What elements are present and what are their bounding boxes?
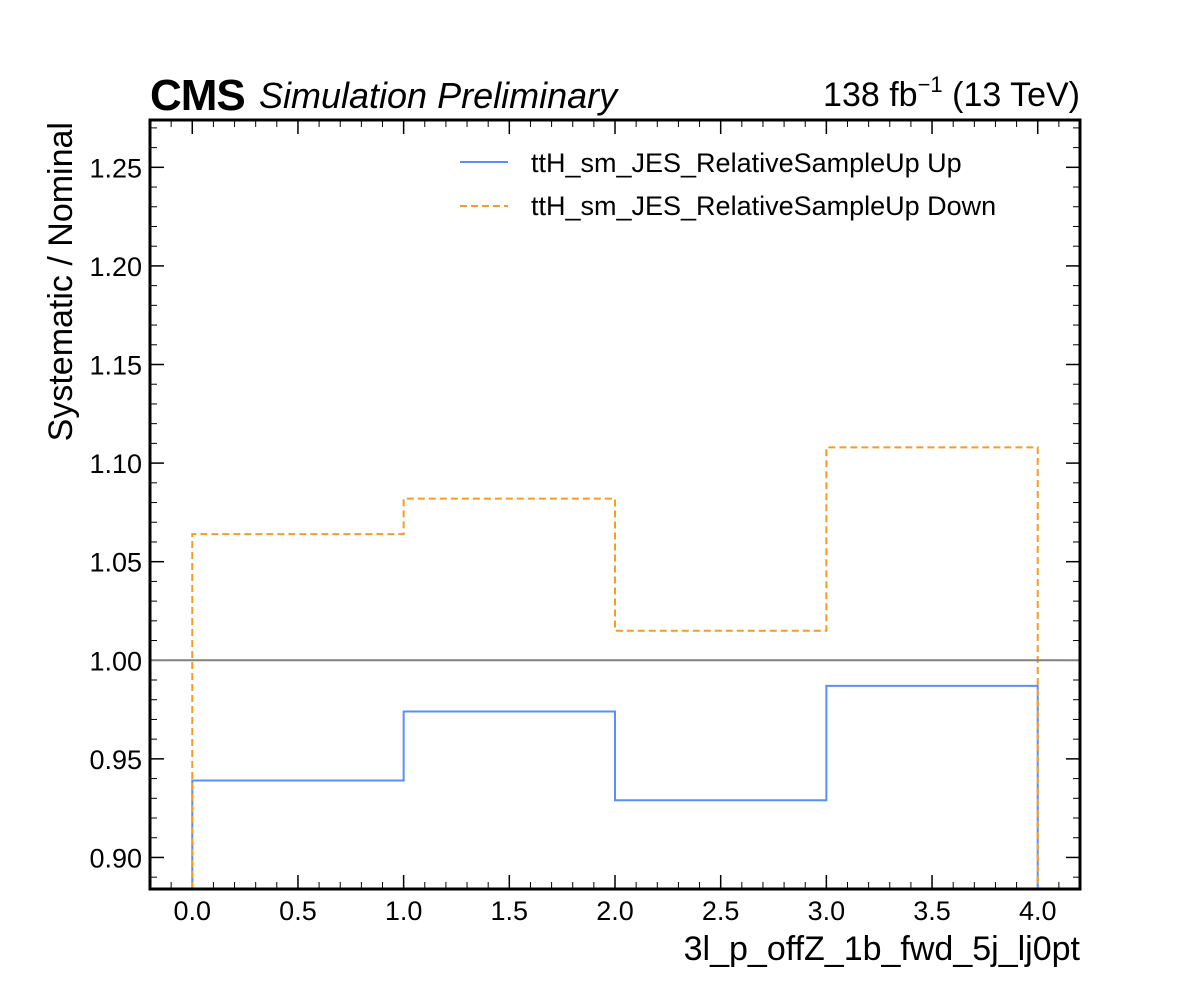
x-tick-label: 1.5 (491, 896, 529, 926)
tick-labels: 0.0 0.5 1.0 1.5 2.0 2.5 3.0 3.5 4.0 0.90 0.95 1.00 1… (89, 153, 1056, 926)
legend-label-up: ttH_sm_JES_RelativeSampleUp Up (531, 148, 962, 178)
x-tick-label: 1.0 (385, 896, 423, 926)
series-line-up (191, 684, 1039, 889)
y-tick-label: 1.20 (89, 252, 142, 282)
legend-label-down: ttH_sm_JES_RelativeSampleUp Down (531, 191, 996, 221)
lumi-value: 138 fb (823, 76, 918, 114)
plot-frame (148, 118, 1082, 891)
y-tick-label: 1.05 (89, 548, 142, 578)
x-tick-label: 0.0 (173, 896, 211, 926)
cms-extra-text: Simulation Preliminary (259, 75, 619, 116)
cms-logo: CMS (150, 71, 245, 120)
y-tick-label: 0.90 (89, 843, 142, 873)
y-tick-label: 1.15 (89, 351, 142, 381)
x-axis-label: 3l_p_offZ_1b_fwd_5j_lj0pt (684, 930, 1081, 968)
major-ticks (150, 120, 1080, 889)
series-line-down (191, 446, 1039, 889)
legend: ttH_sm_JES_RelativeSampleUp Up ttH_sm_JE… (460, 148, 996, 221)
x-tick-label: 4.0 (1019, 896, 1057, 926)
y-tick-label: 0.95 (89, 745, 142, 775)
x-tick-label: 3.5 (913, 896, 951, 926)
y-tick-label: 1.00 (89, 646, 142, 676)
y-tick-label: 1.10 (89, 449, 142, 479)
x-tick-label: 2.0 (596, 896, 634, 926)
x-tick-label: 3.0 (808, 896, 846, 926)
series-group (191, 446, 1039, 889)
lumi-energy: (13 TeV) (943, 76, 1080, 114)
y-tick-label: 1.25 (89, 153, 142, 183)
x-tick-label: 0.5 (279, 896, 317, 926)
lumi-exponent: −1 (918, 72, 943, 97)
y-axis-label: Systematic / Nominal (42, 122, 80, 441)
x-tick-label: 2.5 (702, 896, 740, 926)
luminosity-label: 138 fb−1 (13 TeV) (823, 72, 1080, 114)
